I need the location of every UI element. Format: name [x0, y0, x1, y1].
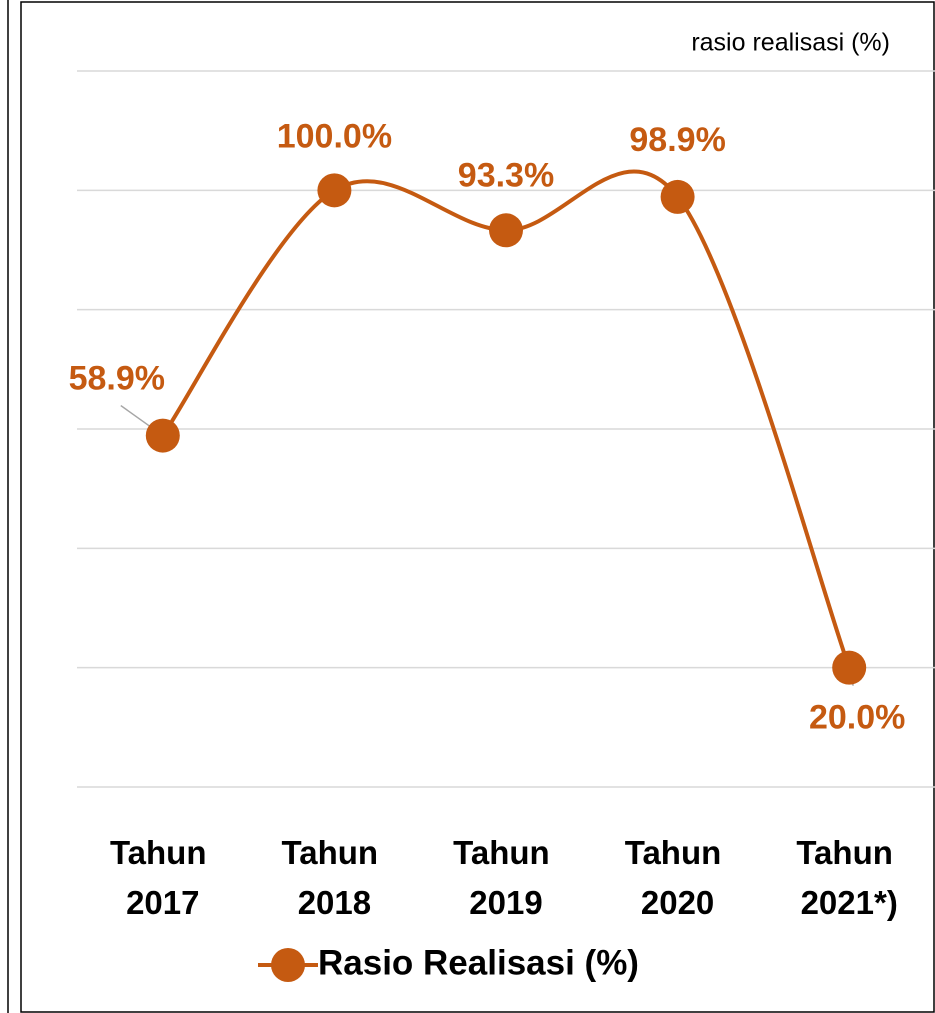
- data-label: 20.0%: [809, 699, 905, 737]
- data-label: 98.9%: [629, 121, 725, 159]
- x-tick-label: Tahun 2019: [453, 834, 559, 921]
- x-tick-label: Tahun 2018: [282, 834, 388, 921]
- legend-label: Rasio Realisasi (%): [318, 943, 639, 982]
- x-tick-label: Tahun 2021*): [796, 834, 902, 921]
- data-label: 58.9%: [69, 360, 165, 398]
- series-line: [161, 169, 852, 669]
- point: [660, 179, 695, 214]
- x-tick-label: Tahun 2020: [625, 834, 731, 921]
- point: [317, 173, 352, 208]
- chart-title: rasio realisasi (%): [691, 29, 890, 57]
- x-tick-label: Tahun 2017: [110, 834, 216, 921]
- legend-marker: [271, 948, 305, 982]
- data-label: 93.3%: [458, 156, 554, 194]
- chart-frame: [20, 1, 935, 1013]
- point: [145, 418, 180, 453]
- data-label: 100.0%: [277, 117, 392, 155]
- point: [832, 650, 867, 685]
- point: [489, 213, 523, 248]
